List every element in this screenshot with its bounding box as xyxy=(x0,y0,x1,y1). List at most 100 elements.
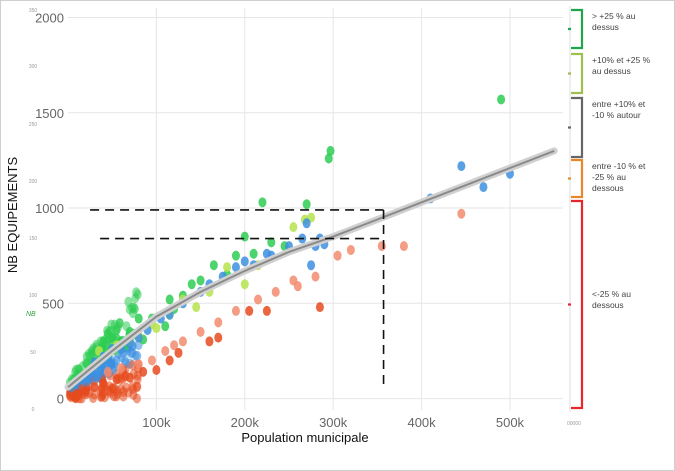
series-3-point-15 xyxy=(333,250,342,261)
series-2-point-26 xyxy=(457,161,466,172)
series-0-point-0 xyxy=(99,336,108,347)
series-3-point-4 xyxy=(161,345,170,356)
series-0-point-28 xyxy=(497,94,506,105)
series-3-point-8 xyxy=(214,317,223,328)
cloud-point xyxy=(74,389,83,400)
series-3-point-2 xyxy=(134,359,143,370)
series-4-point-7 xyxy=(165,355,174,366)
series-0-point-26 xyxy=(324,153,333,164)
series-3-point-18 xyxy=(399,241,408,252)
series-0-point-27 xyxy=(326,145,335,156)
ghost-tick-label-1: 300 xyxy=(29,64,38,70)
ghost-tick-label-7: 0 xyxy=(32,407,35,413)
legend-text-2-0: entre +10% et xyxy=(592,99,646,109)
series-0-point-15 xyxy=(187,279,196,290)
series-0-point-11 xyxy=(161,321,170,332)
legend-text-1-0: +10% et +25 % xyxy=(592,55,651,65)
x-axis-title: Population municipale xyxy=(241,430,368,445)
y-tick-label-1: 500 xyxy=(42,296,64,311)
series-1-point-10 xyxy=(223,262,232,273)
series-2-point-14 xyxy=(240,256,249,267)
series-4-point-5 xyxy=(139,366,148,377)
cloud-point xyxy=(132,393,141,404)
ghost-tick-label-3: 200 xyxy=(29,179,38,185)
series-3-point-11 xyxy=(271,286,280,297)
x-tick-label-0: 100k xyxy=(142,415,171,430)
series-0-point-20 xyxy=(240,231,249,242)
series-0-point-12 xyxy=(165,294,174,305)
legend-text-3-0: entre -10 % et xyxy=(592,161,646,171)
legend-text-4-0: <-25 % au xyxy=(592,289,631,299)
y-tick-label-3: 1500 xyxy=(35,106,64,121)
trend-line xyxy=(67,149,555,388)
series-3-point-19 xyxy=(457,208,466,219)
cloud-point xyxy=(133,289,142,300)
series-0-point-3 xyxy=(112,324,121,335)
series-1-point-13 xyxy=(289,222,298,233)
series-0-point-22 xyxy=(258,197,267,208)
series-2-point-21 xyxy=(307,260,316,271)
series-4-point-11 xyxy=(245,305,254,316)
series-4-point-10 xyxy=(214,332,223,343)
series-3-point-16 xyxy=(346,244,355,255)
x-tick-label-2: 300k xyxy=(319,415,348,430)
legend-bracket-1 xyxy=(571,52,584,95)
ghost-tick-label-5: 100 xyxy=(29,293,38,299)
legend-bracket-0 xyxy=(571,8,584,50)
cloud-point xyxy=(119,387,128,398)
legend-text-2-1: -10 % autour xyxy=(592,110,641,120)
series-3-point-5 xyxy=(170,340,179,351)
legend-text-3-2: dessous xyxy=(592,183,624,193)
cloud-point xyxy=(98,388,107,399)
series-4-point-9 xyxy=(205,336,214,347)
series-3-point-13 xyxy=(293,281,302,292)
y-tick-label-0: 0 xyxy=(57,392,64,407)
ghost-tick-label-0: 350 xyxy=(29,8,38,14)
series-2-point-20 xyxy=(302,218,311,229)
legend-bracket-3 xyxy=(571,158,584,199)
series-3-point-14 xyxy=(311,271,320,282)
cloud-point xyxy=(105,386,114,397)
x-tick-label-1: 200k xyxy=(231,415,260,430)
ghost-corner-label: 00000 xyxy=(567,421,581,427)
series-0-point-16 xyxy=(196,275,205,286)
series-4-point-13 xyxy=(315,302,324,313)
series-4-point-0 xyxy=(81,385,90,396)
series-3-point-17 xyxy=(377,241,386,252)
legend-bracket-4 xyxy=(571,199,584,410)
x-tick-label-3: 400k xyxy=(407,415,436,430)
series-0-point-17 xyxy=(209,260,218,271)
y-tick-label-4: 2000 xyxy=(35,11,64,26)
legend-text-0-1: dessus xyxy=(592,22,619,32)
cloud-point xyxy=(132,382,141,393)
y-axis-title: NB EQUIPEMENTS xyxy=(5,157,20,274)
ghost-tick-label-6: 50 xyxy=(30,350,36,356)
series-2-point-27 xyxy=(479,182,488,193)
series-3-point-0 xyxy=(103,366,112,377)
series-0-point-2 xyxy=(108,332,117,343)
ghost-side-label: NB xyxy=(26,311,36,318)
series-4-point-3 xyxy=(112,374,121,385)
cloud-point xyxy=(125,304,134,315)
plot-area xyxy=(68,8,563,410)
series-1-point-5 xyxy=(152,323,161,334)
y-tick-label-2: 1000 xyxy=(35,201,64,216)
cloud-point xyxy=(81,377,90,388)
cloud-point xyxy=(124,296,133,307)
legend-text-3-1: -25 % au xyxy=(592,172,626,182)
legend-text-0-0: > +25 % au xyxy=(592,11,636,21)
legend-text-1-1: au dessus xyxy=(592,66,631,76)
series-3-point-7 xyxy=(196,326,205,337)
series-1-point-11 xyxy=(240,279,249,290)
legend-text-4-1: dessous xyxy=(592,300,624,310)
series-3-point-1 xyxy=(117,363,126,374)
series-0-point-19 xyxy=(231,250,240,261)
series-2-point-13 xyxy=(231,262,240,273)
series-0-point-8 xyxy=(134,313,143,324)
series-4-point-1 xyxy=(90,382,99,393)
ghost-tick-label-4: 150 xyxy=(29,236,38,242)
series-3-point-10 xyxy=(254,294,263,305)
series-4-point-12 xyxy=(262,305,271,316)
